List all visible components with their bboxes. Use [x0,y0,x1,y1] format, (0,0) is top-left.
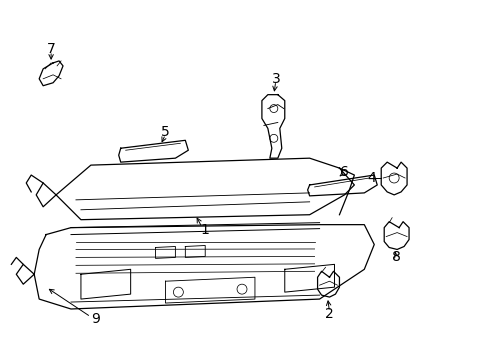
Text: 8: 8 [391,251,400,264]
Text: 7: 7 [47,42,55,56]
Text: 5: 5 [161,125,169,139]
Text: 9: 9 [91,312,100,326]
Text: 2: 2 [325,307,333,321]
Text: 6: 6 [339,165,348,179]
Text: 3: 3 [271,72,280,86]
Text: 1: 1 [201,222,209,237]
Text: 4: 4 [366,171,375,185]
